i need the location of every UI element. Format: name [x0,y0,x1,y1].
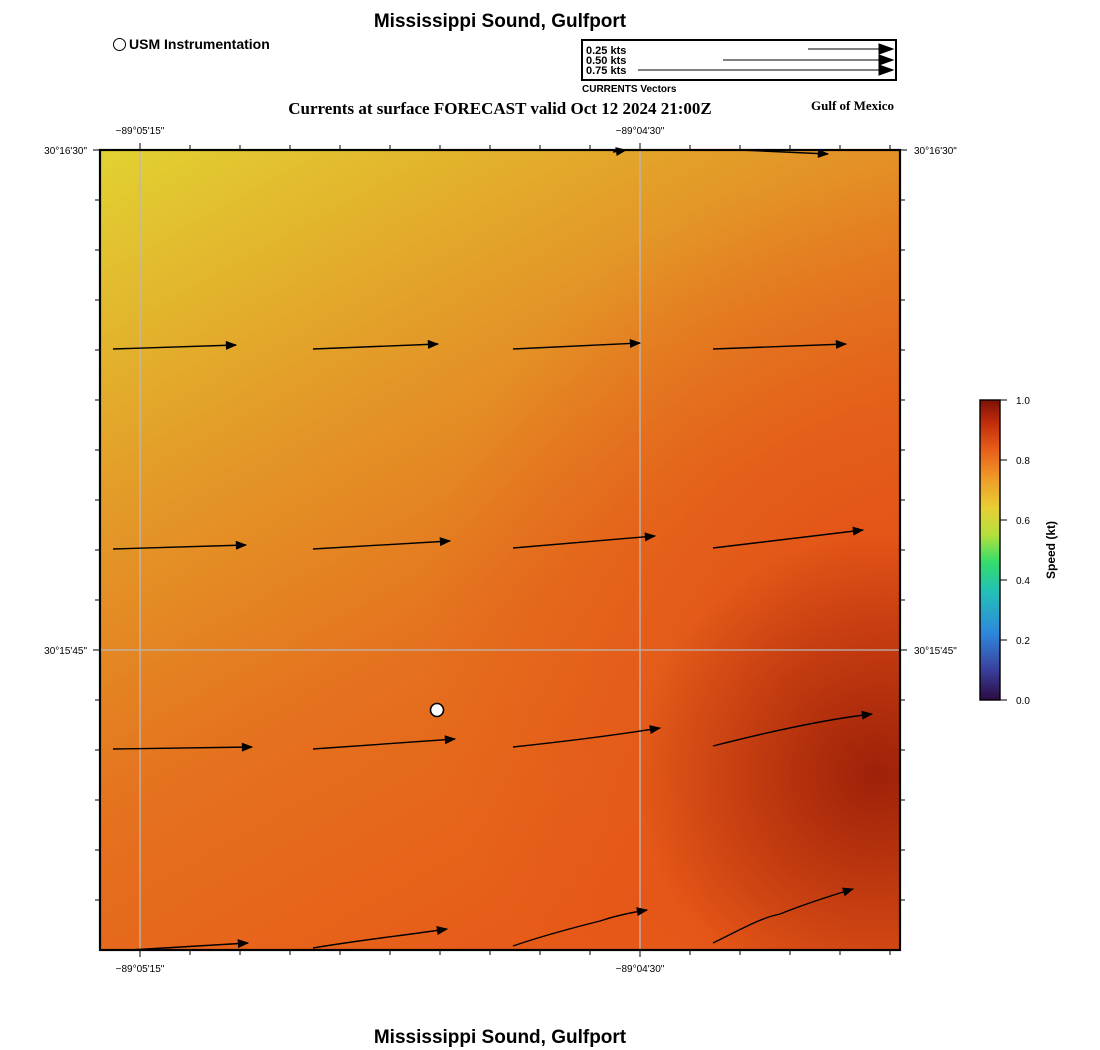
current-vector [112,340,238,350]
forecast-subtitle: Currents at surface FORECAST valid Oct 1… [288,99,712,118]
current-vector [312,339,440,350]
current-vector [712,339,848,350]
vector-scale-025-label: 0.25 kts [586,45,627,57]
lat-label-right-1: 30°16'30" [914,146,957,157]
graticule [100,150,900,950]
vector-scale-075-label: 0.75 kts [586,65,627,77]
lon-label-bottom-1: −89°05'15" [116,964,165,975]
colorbar-tick-label: 0.2 [1016,636,1030,647]
usm-station-marker[interactable] [429,702,445,718]
lon-label-top-2: −89°04'30" [616,126,665,137]
current-vector [129,939,250,951]
colorbar-ramp [979,399,1001,701]
lon-label-bottom-2: −89°04'30" [616,964,665,975]
current-vector [112,540,248,550]
current-vector [512,725,662,748]
vector-scale-arrowhead [878,54,895,66]
station-legend: USM Instrumentation [113,36,270,52]
current-vector [512,338,642,350]
station-legend-label: USM Instrumentation [129,36,270,52]
map-title: Mississippi Sound, Gulfport [373,11,627,32]
vector-scale-arrowhead [878,43,895,55]
vector-scale-arrows [638,43,895,76]
current-vector [712,710,874,747]
current-vector [312,735,457,750]
footer-title: Mississippi Sound, Gulfport [373,1027,627,1048]
current-vector [512,532,657,549]
current-vector [312,537,452,550]
current-vector [512,907,649,947]
vector-legend-caption: CURRENTS Vectors [582,84,677,95]
vector-scale-050-label: 0.50 kts [586,55,627,67]
colorbar-tick-label: 0.8 [1016,456,1030,467]
lat-label-left-1: 30°16'30" [44,146,87,157]
current-vector [312,926,449,949]
current-vectors [112,147,874,951]
region-label: Gulf of Mexico [811,98,895,113]
colorbar-tick-label: 1.0 [1016,396,1030,407]
colorbar-tick-label: 0.4 [1016,576,1030,587]
station-marker-icon [113,37,126,51]
colorbar-label: Speed (kt) [1044,521,1058,579]
vector-scale-arrowhead [878,64,895,76]
lat-label-left-2: 30°15'45" [44,646,87,657]
lat-label-right-2: 30°15'45" [914,646,957,657]
lon-label-top-1: −89°05'15" [116,126,165,137]
current-vector [112,742,254,752]
frame-ticks [93,143,907,957]
current-vector [712,887,855,944]
current-vector [712,526,865,549]
speed-colorbar: 0.0 0.2 0.4 0.6 0.8 1.0 Speed (kt) [979,396,1058,707]
speed-field-max [100,150,900,950]
colorbar-tick-label: 0.0 [1016,696,1030,707]
colorbar-tick-label: 0.6 [1016,516,1030,527]
